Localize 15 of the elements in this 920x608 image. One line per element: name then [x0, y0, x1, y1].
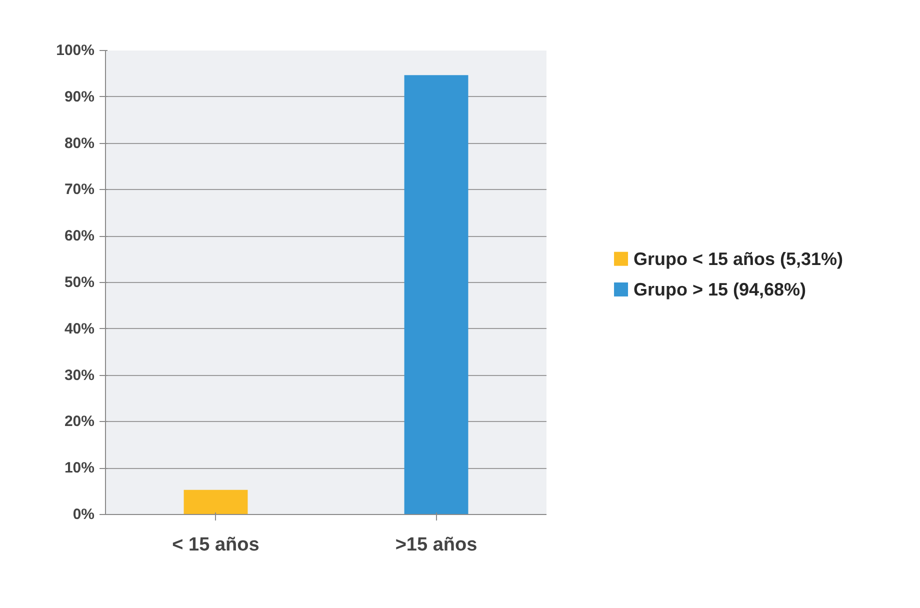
y-tick-label: 40% [64, 320, 95, 338]
y-tick-label: 100% [56, 42, 95, 59]
x-tick-label: >15 años [395, 534, 478, 556]
y-tick-label: 70% [64, 181, 95, 198]
legend-label: Grupo > 15 (94,68%) [633, 279, 806, 300]
y-tick-label: 60% [64, 228, 95, 245]
x-tick-label: < 15 años [172, 534, 260, 556]
legend-label: Grupo < 15 años (5,31%) [633, 248, 844, 269]
y-tick-label: 10% [64, 460, 95, 477]
y-tick-label: 50% [64, 274, 95, 291]
y-tick-label: 20% [64, 413, 95, 430]
y-tick-label: 80% [64, 134, 95, 152]
y-tick-label: 90% [64, 88, 95, 106]
y-tick-label: 0% [72, 506, 95, 523]
y-tick-label: 30% [64, 366, 95, 384]
